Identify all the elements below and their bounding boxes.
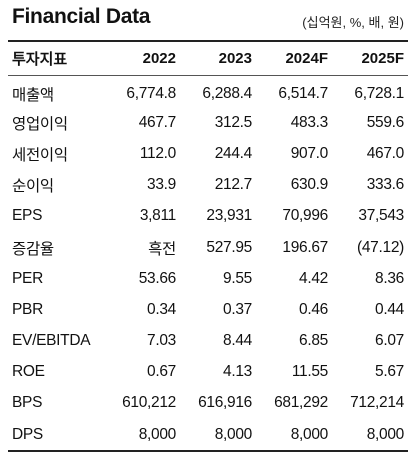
cell-value: 616,916 (198, 394, 252, 412)
cell-value: 7.03 (147, 332, 176, 350)
column-header-metric: 투자지표 (12, 51, 68, 68)
column-header-2022: 2022 (142, 50, 176, 67)
row-label: 세전이익 (12, 146, 68, 164)
row-label: DPS (12, 425, 43, 443)
table-row: 세전이익 112.0 244.4 907.0 467.0 (8, 138, 408, 169)
cell-value: 0.46 (299, 300, 328, 318)
cell-value: 8,000 (366, 425, 405, 443)
units-note: (십억원, %, 배, 원) (302, 15, 404, 30)
cell-value: 4.13 (223, 363, 252, 381)
cell-value: 907.0 (290, 144, 329, 162)
column-header-2023: 2023 (218, 50, 252, 67)
cell-value: 467.0 (366, 144, 405, 162)
row-label: EV/EBITDA (12, 332, 91, 350)
financial-table: 투자지표 2022 2023 2024F 2025F (8, 42, 408, 75)
cell-value: 312.5 (214, 113, 253, 131)
financial-data-panel: Financial Data (십억원, %, 배, 원) 투자지표 2022 … (8, 0, 408, 453)
column-header-2025f: 2025F (361, 50, 404, 67)
cell-value: 4.42 (299, 269, 328, 287)
cell-value: 527.95 (206, 238, 252, 256)
table-row: 증감율 흑전 527.95 196.67 (47.12) (8, 232, 408, 263)
cell-value: 630.9 (290, 176, 329, 194)
table-row: 매출액 6,774.8 6,288.4 6,514.7 6,728.1 (8, 76, 408, 107)
cell-value: 33.9 (147, 176, 176, 194)
cell-value: 112.0 (139, 144, 176, 162)
cell-value: 6,774.8 (126, 84, 176, 102)
cell-value: 6.07 (375, 332, 404, 350)
cell-value: 6,288.4 (202, 84, 252, 102)
cell-value: 70,996 (282, 207, 328, 225)
cell-value: 6,514.7 (278, 84, 328, 102)
table-row: PER 53.66 9.55 4.42 8.36 (8, 263, 408, 294)
bottom-rule (8, 450, 408, 453)
cell-value: 0.34 (147, 300, 176, 318)
table-row: 순이익 33.9 212.7 630.9 333.6 (8, 170, 408, 201)
cell-value: 559.6 (366, 113, 405, 131)
row-label: PBR (12, 300, 43, 318)
header-row: 투자지표 2022 2023 2024F 2025F (8, 42, 408, 75)
table-row: 영업이익 467.7 312.5 483.3 559.6 (8, 107, 408, 138)
financial-table-body: 매출액 6,774.8 6,288.4 6,514.7 6,728.1 영업이익 467.7… (8, 76, 408, 450)
column-header-2024f: 2024F (285, 50, 328, 67)
cell-value: 196.67 (282, 238, 328, 256)
panel-header: Financial Data (십억원, %, 배, 원) (8, 0, 408, 40)
row-label: 순이익 (12, 178, 54, 196)
cell-value: 5.67 (375, 363, 404, 381)
row-label: EPS (12, 207, 43, 225)
cell-value: 23,931 (206, 207, 252, 225)
cell-value: 8,000 (138, 425, 177, 443)
cell-value: 53.66 (138, 269, 177, 287)
row-label: 영업이익 (12, 115, 68, 133)
cell-value: 0.44 (375, 300, 404, 318)
cell-value: 11.55 (291, 363, 328, 381)
cell-value: 9.55 (223, 269, 252, 287)
table-row: BPS 610,212 616,916 681,292 712,214 (8, 388, 408, 419)
cell-value: 212.7 (214, 176, 253, 194)
cell-value: 333.6 (366, 176, 405, 194)
cell-value: 0.37 (223, 300, 252, 318)
cell-value: 6,728.1 (354, 84, 404, 102)
table-row: EV/EBITDA 7.03 8.44 6.85 6.07 (8, 326, 408, 357)
top-rule (8, 40, 408, 42)
cell-value: 8,000 (290, 425, 329, 443)
cell-value: 467.7 (138, 113, 177, 131)
table-row: EPS 3,811 23,931 70,996 37,543 (8, 201, 408, 232)
row-label: BPS (12, 394, 43, 412)
cell-value: 0.67 (147, 363, 176, 381)
cell-value: 3,811 (139, 207, 176, 225)
header-rule (8, 75, 408, 76)
row-label: ROE (12, 363, 45, 381)
cell-value: 6.85 (299, 332, 328, 350)
cell-value: 681,292 (274, 394, 328, 412)
table-header: 투자지표 2022 2023 2024F 2025F (8, 42, 408, 75)
cell-value: 610,212 (122, 394, 176, 412)
cell-value: 712,214 (350, 394, 404, 412)
row-label: 매출액 (12, 86, 54, 104)
row-label: PER (12, 269, 43, 287)
cell-value: 8,000 (214, 425, 253, 443)
cell-value: (47.12) (356, 238, 404, 256)
cell-value: 8.44 (223, 332, 252, 350)
panel-title: Financial Data (12, 5, 151, 28)
cell-value: 37,543 (358, 207, 404, 225)
cell-value: 8.36 (375, 269, 404, 287)
table-row: PBR 0.34 0.37 0.46 0.44 (8, 294, 408, 325)
table-row: ROE 0.67 4.13 11.55 5.67 (8, 357, 408, 388)
cell-value: 483.3 (290, 113, 329, 131)
cell-value: 흑전 (148, 240, 176, 258)
table-row: DPS 8,000 8,000 8,000 8,000 (8, 419, 408, 450)
cell-value: 244.4 (214, 144, 253, 162)
table-body: 매출액 6,774.8 6,288.4 6,514.7 6,728.1 영업이익 467.7… (8, 76, 408, 450)
row-label: 증감율 (12, 240, 54, 258)
